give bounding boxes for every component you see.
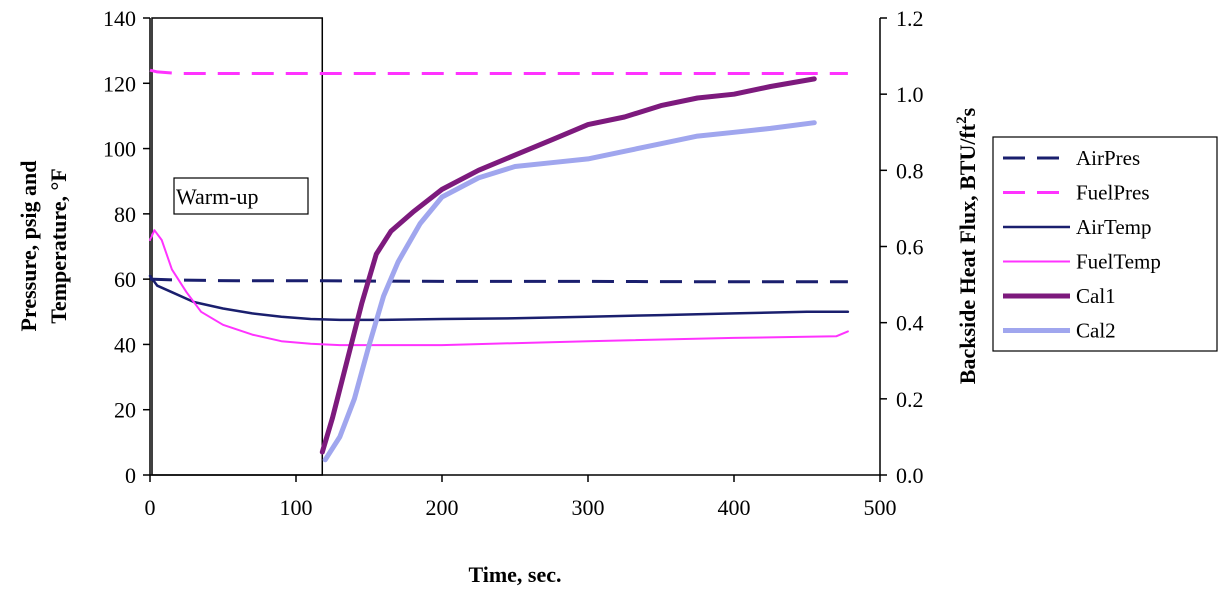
y-left-tick-label: 60 [114, 267, 136, 292]
axis-ticks: 0 100 200 300 400 500 0 20 40 60 80 100 120 140 0.0 0.2… [103, 6, 924, 520]
y-right-tick-label: 0.6 [896, 235, 924, 260]
y-left-tick-label: 140 [103, 6, 136, 31]
x-tick-label: 300 [572, 495, 605, 520]
series-line-airtemp [148, 274, 850, 322]
x-tick-label: 200 [426, 495, 459, 520]
series-layer [148, 68, 850, 463]
legend-label-fueltemp: FuelTemp [1076, 250, 1161, 274]
series-line-fuelpres [149, 68, 848, 75]
legend: AirPres FuelPres AirTemp FuelTemp Cal1 Cal2 [992, 136, 1218, 352]
series-line-fueltemp [149, 229, 849, 347]
series-line-airpres [149, 277, 848, 284]
y-right-axis-title-tail: s [955, 107, 980, 116]
y-left-tick-label: 100 [103, 137, 136, 162]
y-right-tick-label: 1.0 [896, 82, 924, 107]
warmup-region-box [151, 17, 324, 476]
y-right-tick-label: 0.0 [896, 463, 924, 488]
y-left-axis-title: Pressure, psig and Temperature, °F [16, 161, 71, 332]
y-right-tick-label: 0.4 [896, 311, 924, 336]
series-line-cal1 [319, 76, 817, 455]
warmup-annotation: Warm-up [151, 17, 324, 476]
series-line-cal2 [322, 120, 817, 463]
legend-label-cal1: Cal1 [1076, 284, 1116, 308]
y-left-tick-label: 0 [125, 463, 136, 488]
warmup-label: Warm-up [176, 184, 259, 209]
y-right-axis-title: Backside Heat Flux, BTU/ft2s [954, 107, 980, 384]
x-tick-label: 100 [280, 495, 313, 520]
y-right-axis-title-sup: 2 [954, 116, 970, 124]
y-right-axis-title-text: Backside Heat Flux, BTU/ft2s [954, 107, 980, 384]
legend-label-airtemp: AirTemp [1076, 215, 1152, 239]
y-left-tick-label: 40 [114, 332, 136, 357]
y-left-axis-title-line2: Temperature, °F [46, 168, 71, 323]
legend-label-cal2: Cal2 [1076, 319, 1116, 343]
y-left-tick-label: 20 [114, 398, 136, 423]
legend-label-fuelpres: FuelPres [1076, 181, 1150, 205]
x-tick-label: 0 [145, 495, 156, 520]
y-left-axis-title-line1: Pressure, psig and [16, 161, 41, 332]
y-left-tick-label: 80 [114, 202, 136, 227]
legend-items: AirPres FuelPres AirTemp FuelTemp Cal1 Cal2 [1003, 146, 1161, 343]
y-right-tick-label: 0.8 [896, 158, 924, 183]
y-right-tick-label: 1.2 [896, 6, 924, 31]
x-axis-title: Time, sec. [468, 562, 561, 587]
x-tick-label: 400 [718, 495, 751, 520]
warmup-label-box [173, 177, 309, 215]
y-right-tick-label: 0.2 [896, 387, 924, 412]
legend-box [992, 136, 1218, 352]
y-right-axis-title-main: Backside Heat Flux, BTU/ft [955, 123, 980, 384]
legend-label-airpres: AirPres [1076, 146, 1140, 170]
x-tick-label: 500 [864, 495, 897, 520]
y-left-tick-label: 120 [103, 71, 136, 96]
